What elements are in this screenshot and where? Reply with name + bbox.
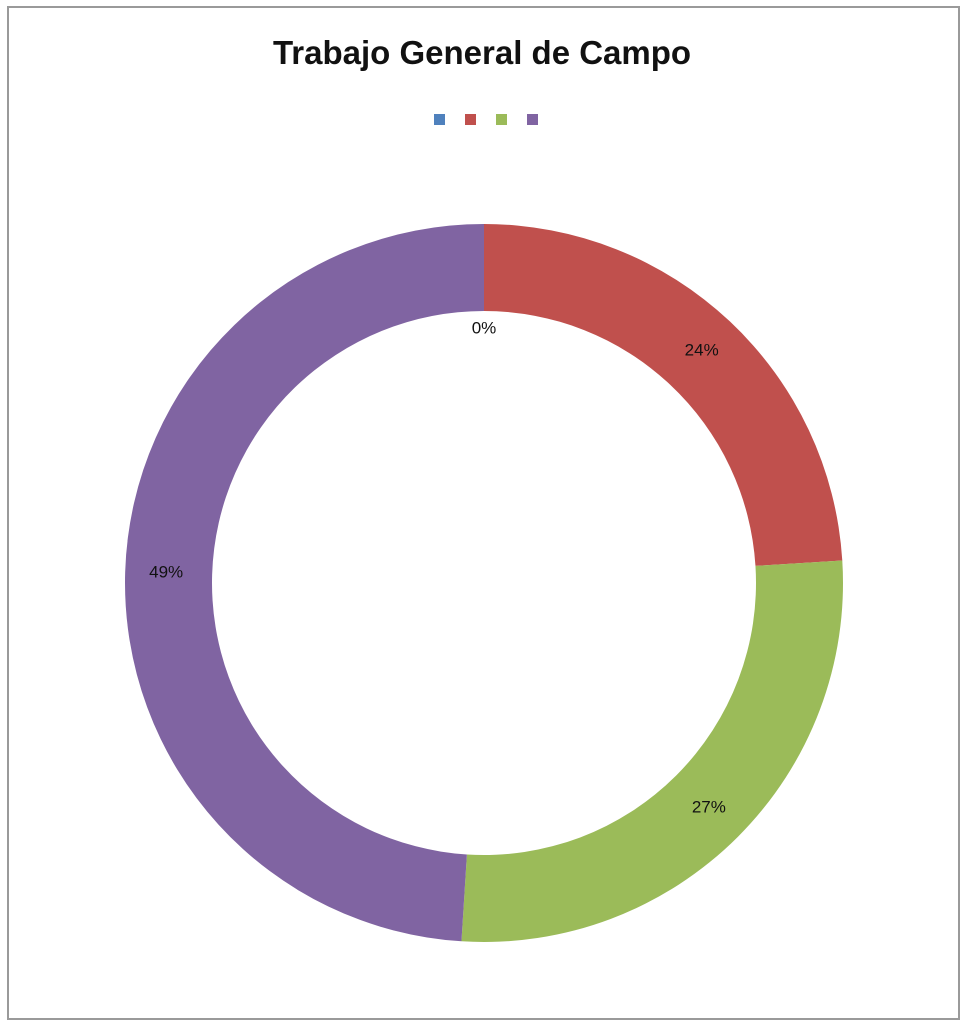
doughnut-slice-3 <box>461 560 844 943</box>
slice-label-3: 27% <box>692 797 726 816</box>
doughnut-slice-4 <box>125 224 484 942</box>
legend-swatch-2 <box>465 114 476 125</box>
doughnut-slice-2 <box>484 224 843 566</box>
chart-slice-labels: 0% 24% 27% 49% <box>149 318 726 816</box>
legend-swatch-1 <box>434 114 445 125</box>
slice-label-4: 49% <box>149 562 183 581</box>
chart-legend <box>434 114 538 125</box>
legend-swatch-4 <box>527 114 538 125</box>
chart-title: Trabajo General de Campo <box>272 34 692 71</box>
slice-label-2: 24% <box>685 341 719 360</box>
slice-label-1: 0% <box>472 318 497 337</box>
legend-swatch-3 <box>496 114 507 125</box>
chart-slices <box>125 224 844 943</box>
